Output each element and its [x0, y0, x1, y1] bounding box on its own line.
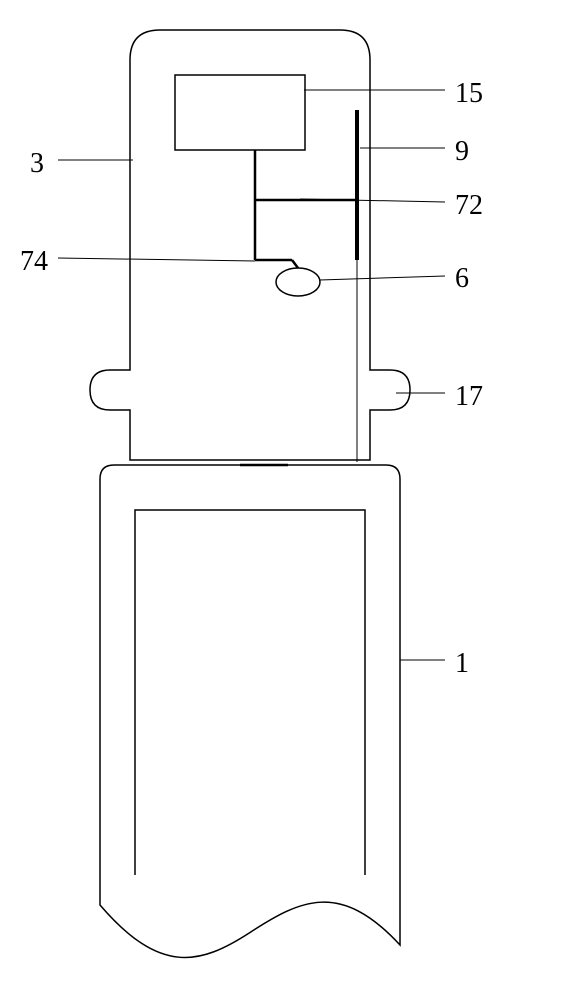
patent-figure — [0, 0, 572, 1000]
upper-housing-outline — [90, 30, 410, 460]
callout-1: 1 — [455, 648, 469, 680]
callout-6: 6 — [455, 263, 469, 295]
callout-3: 3 — [30, 148, 44, 180]
callout-17: 17 — [455, 381, 483, 413]
leader-l6 — [320, 276, 445, 280]
leader-l74 — [58, 258, 255, 261]
callout-74: 74 — [20, 246, 48, 278]
lower-body-outline — [100, 465, 400, 957]
wire-74-to-oval — [292, 260, 298, 268]
callout-15: 15 — [455, 78, 483, 110]
callout-72: 72 — [455, 190, 483, 222]
module-box-15 — [175, 75, 305, 150]
inner-cavity-outline — [135, 510, 365, 875]
callout-9: 9 — [455, 136, 469, 168]
component-6-oval — [276, 268, 320, 296]
